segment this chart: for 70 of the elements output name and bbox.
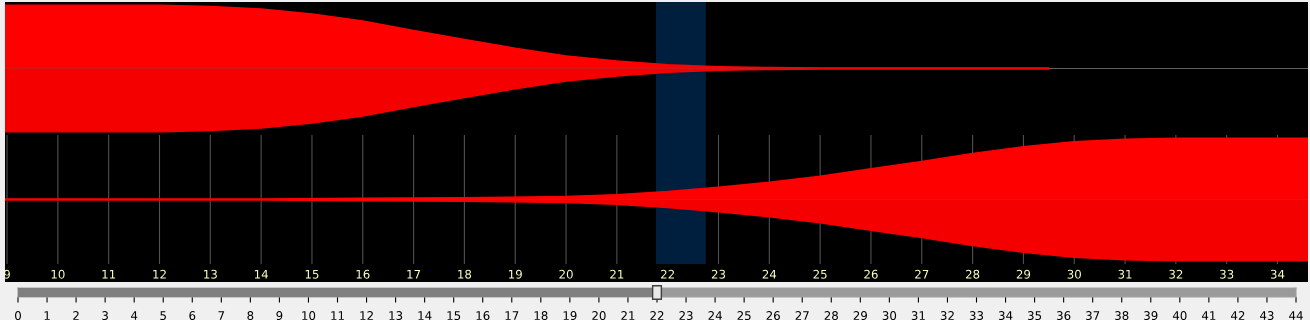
x-tick-label: 33 bbox=[1220, 269, 1234, 279]
x-tick-label: 23 bbox=[679, 311, 693, 320]
x-tick-label: 10 bbox=[51, 269, 65, 279]
x-tick-label: 27 bbox=[795, 311, 809, 320]
x-tick-label: 40 bbox=[1172, 311, 1187, 320]
x-tick-label: 11 bbox=[331, 311, 344, 320]
x-tick-label: 26 bbox=[766, 311, 780, 320]
x-tick-label: 22 bbox=[661, 269, 675, 279]
x-tick-label: 20 bbox=[592, 311, 606, 320]
x-tick-label: 11 bbox=[102, 269, 116, 279]
x-tick-label: 23 bbox=[711, 269, 726, 279]
x-tick-label: 30 bbox=[1067, 269, 1081, 279]
x-tick-label: 0 bbox=[15, 311, 21, 320]
x-tick-label: 16 bbox=[356, 269, 370, 279]
x-tick-label: 5 bbox=[160, 311, 166, 320]
x-tick-label: 12 bbox=[153, 269, 166, 279]
x-tick-label: 13 bbox=[389, 311, 403, 320]
x-tick-label: 43 bbox=[1260, 311, 1274, 320]
x-tick-label: 36 bbox=[1057, 311, 1071, 320]
x-tick-label: 19 bbox=[509, 269, 522, 279]
x-tick-label: 28 bbox=[824, 311, 838, 320]
x-tick-label: 15 bbox=[447, 311, 461, 320]
x-tick-label: 34 bbox=[998, 311, 1013, 320]
x-tick-label: 28 bbox=[965, 269, 980, 279]
x-tick-label: 32 bbox=[940, 311, 954, 320]
x-tick-label: 31 bbox=[1118, 269, 1132, 279]
x-tick-label: 10 bbox=[302, 311, 316, 320]
x-tick-label: 14 bbox=[418, 311, 432, 320]
x-tick-label: 29 bbox=[1016, 269, 1031, 279]
x-tick-label: 17 bbox=[407, 269, 421, 279]
x-tick-label: 16 bbox=[476, 311, 490, 320]
x-tick-label: 12 bbox=[360, 311, 373, 320]
x-tick-label: 41 bbox=[1201, 311, 1216, 320]
x-tick-label: 39 bbox=[1144, 311, 1158, 320]
x-tick-label: 25 bbox=[737, 311, 751, 320]
x-tick-label: 35 bbox=[1027, 311, 1042, 320]
x-tick-label: 27 bbox=[915, 269, 929, 279]
x-tick-label: 4 bbox=[131, 311, 138, 320]
x-tick-label: 18 bbox=[534, 311, 548, 320]
x-tick-label: 1 bbox=[44, 311, 50, 320]
x-tick-label: 14 bbox=[254, 269, 268, 279]
x-tick-label: 30 bbox=[882, 311, 897, 320]
x-tick-label: 17 bbox=[505, 311, 519, 320]
x-tick-label: 6 bbox=[189, 311, 196, 320]
x-tick-label: 7 bbox=[218, 311, 225, 320]
x-tick-label: 21 bbox=[610, 269, 624, 279]
x-tick-label: 2 bbox=[73, 311, 79, 320]
x-tick-label: 18 bbox=[458, 269, 472, 279]
x-tick-label: 26 bbox=[864, 269, 878, 279]
x-tick-label: 20 bbox=[559, 269, 573, 279]
x-tick-label: 19 bbox=[563, 311, 577, 320]
x-tick-label: 21 bbox=[621, 311, 635, 320]
x-tick-label: 42 bbox=[1230, 311, 1245, 320]
x-tick-label: 9 bbox=[276, 311, 283, 320]
x-tick-label: 3 bbox=[102, 311, 108, 320]
x-tick-label: 32 bbox=[1169, 269, 1183, 279]
x-tick-label: 34 bbox=[1270, 269, 1285, 279]
x-tick-label: 13 bbox=[204, 269, 217, 279]
x-tick-label: 15 bbox=[305, 269, 319, 279]
x-tick-label: 37 bbox=[1086, 311, 1100, 320]
x-tick-label: 38 bbox=[1115, 311, 1129, 320]
x-tick-label: 22 bbox=[650, 311, 664, 320]
x-tick-label: 24 bbox=[708, 311, 722, 320]
x-tick-label: 8 bbox=[247, 311, 254, 320]
x-tick-label: 44 bbox=[1289, 311, 1303, 320]
x-tick-label: 24 bbox=[762, 269, 777, 279]
x-tick-label: 29 bbox=[853, 311, 867, 320]
x-tick-label: 25 bbox=[813, 269, 827, 279]
x-tick-label: 33 bbox=[969, 311, 984, 320]
x-tick-label: 31 bbox=[911, 311, 925, 320]
